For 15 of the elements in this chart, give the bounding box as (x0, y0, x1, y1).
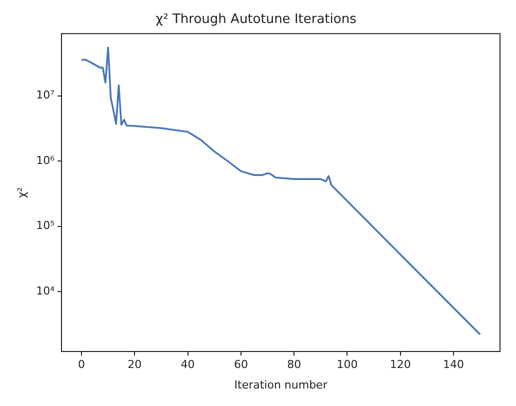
y-tick-label: 10⁷ (36, 88, 55, 102)
x-axis-title: Iteration number (234, 378, 328, 392)
x-tick-label: 20 (128, 358, 142, 372)
x-tick-label: 100 (336, 358, 358, 372)
y-tick-label: 10⁴ (36, 284, 56, 298)
x-tick-label: 40 (180, 358, 195, 372)
y-tick-label: 10⁵ (36, 219, 55, 232)
y-axis-title: χ² (15, 187, 28, 198)
y-tick-label: 10⁶ (36, 154, 56, 167)
x-tick-label: 0 (78, 358, 86, 372)
x-tick-label: 80 (287, 358, 302, 372)
x-tick-label: 140 (443, 358, 464, 372)
x-tick-label: 120 (390, 358, 411, 372)
chart-title: χ² Through Autotune Iterations (156, 12, 357, 28)
x-tick-label: 60 (234, 358, 248, 372)
